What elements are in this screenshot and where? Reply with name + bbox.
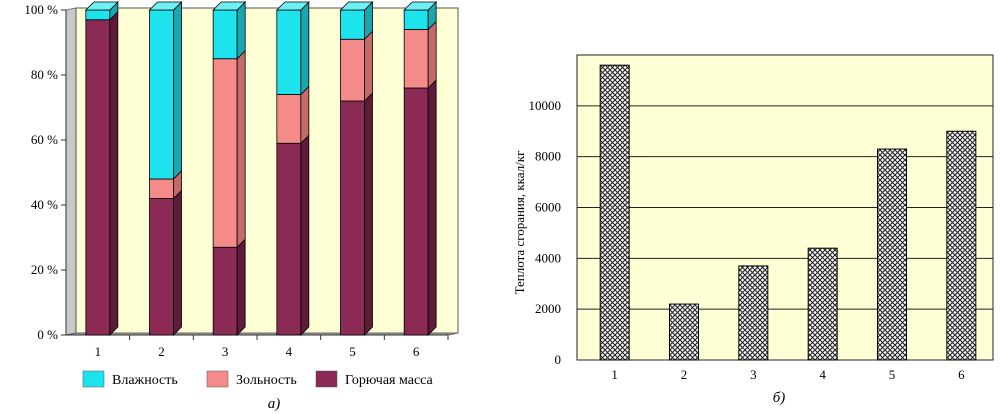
y-tick-label: 100 % <box>24 2 58 17</box>
bar-segment-front <box>403 9 429 30</box>
bar-segment-side <box>173 1 182 180</box>
bar-segment-front <box>340 9 365 40</box>
bar <box>599 64 630 361</box>
bar <box>946 130 977 361</box>
y-tick-label: 0 <box>555 352 562 367</box>
bar-segment-front <box>403 29 429 89</box>
bar-segment-side <box>173 189 182 336</box>
bar-segment-side <box>300 1 310 96</box>
x-tick-label: 4 <box>819 367 826 382</box>
bar-segment-side <box>236 1 246 60</box>
y-tick-label: 0 % <box>37 327 58 342</box>
bar-segment-front <box>149 9 174 180</box>
x-tick-label: 6 <box>958 367 965 382</box>
legend-label: Влажность <box>112 373 178 388</box>
bar-segment-side <box>427 20 437 89</box>
x-tick-label: 1 <box>95 344 102 359</box>
y-tick-label: 20 % <box>31 262 58 277</box>
x-tick-label: 6 <box>413 344 420 359</box>
x-tick-label: 5 <box>889 367 896 382</box>
x-tick-label: 5 <box>349 344 356 359</box>
bar-segment-front <box>212 58 238 248</box>
y-tick-label: 4000 <box>535 250 561 265</box>
plot-back-wall <box>75 7 459 334</box>
x-tick-label: 3 <box>222 344 229 359</box>
bar-top-face <box>212 1 247 11</box>
stacked-bar-chart-a: 0 % 20 % 40 % 60 % 80 % 100 % 1 2 3 4 5 6 Влажность З… <box>24 1 459 412</box>
bar-segment-front <box>276 94 302 144</box>
bar-top-face <box>339 1 374 11</box>
bar-segment-side <box>300 85 310 145</box>
legend-swatch <box>315 370 338 388</box>
bar-segment-side <box>300 134 310 336</box>
bar-segment-side <box>236 49 246 249</box>
bar-segment-front <box>212 246 238 336</box>
bar-segment-front <box>276 142 302 336</box>
bar <box>807 247 838 361</box>
bar-segment-side <box>364 92 373 336</box>
x-tick-label: 4 <box>286 344 293 359</box>
y-tick-label: 80 % <box>31 67 58 82</box>
bar-segment-front <box>403 87 429 336</box>
y-tick-label: 2000 <box>535 301 561 316</box>
bar-segment-front <box>85 9 111 21</box>
y-tick-label: 40 % <box>31 197 58 212</box>
bar-segment-front <box>340 38 365 102</box>
bar-segment-front <box>212 9 238 60</box>
bar-top-face <box>403 1 438 11</box>
bar-segment-front <box>149 178 174 199</box>
bar-segment-front <box>149 198 174 336</box>
y-tick-label: 6000 <box>535 200 561 215</box>
bar-top-face <box>84 1 119 11</box>
legend-label: Горючая масса <box>345 373 434 388</box>
bar-segment-side <box>427 79 437 336</box>
legend-swatch <box>206 370 229 388</box>
bar-segment-side <box>236 238 246 336</box>
bar-top-face <box>275 1 310 11</box>
bar-top-face <box>148 1 183 11</box>
y-tick-label: 8000 <box>535 149 561 164</box>
legend-label: Зольность <box>236 373 297 388</box>
bar <box>738 265 769 361</box>
y-tick-label: 10000 <box>529 98 562 113</box>
chart-caption: б) <box>773 390 786 406</box>
x-tick-label: 2 <box>681 367 688 382</box>
y-axis-label: Теплота сгорания, ккал/кг <box>512 151 527 295</box>
chart-caption: а) <box>268 396 281 412</box>
bar-chart-b: 0 2000 4000 6000 8000 10000 Теплота сгорания, … <box>512 54 994 406</box>
x-tick-label: 2 <box>158 344 165 359</box>
bar-segment-front <box>340 100 365 336</box>
y-tick-label: 60 % <box>31 132 58 147</box>
x-tick-label: 3 <box>750 367 757 382</box>
legend-swatch <box>82 370 105 388</box>
bar <box>877 148 907 361</box>
bar <box>669 303 699 361</box>
bar-segment-side <box>364 30 373 102</box>
left-wall <box>65 7 77 336</box>
bar-segment-side <box>109 10 119 336</box>
bar-segment-front <box>276 9 302 95</box>
x-tick-label: 1 <box>611 367 618 382</box>
bar-segment-front <box>85 19 111 336</box>
